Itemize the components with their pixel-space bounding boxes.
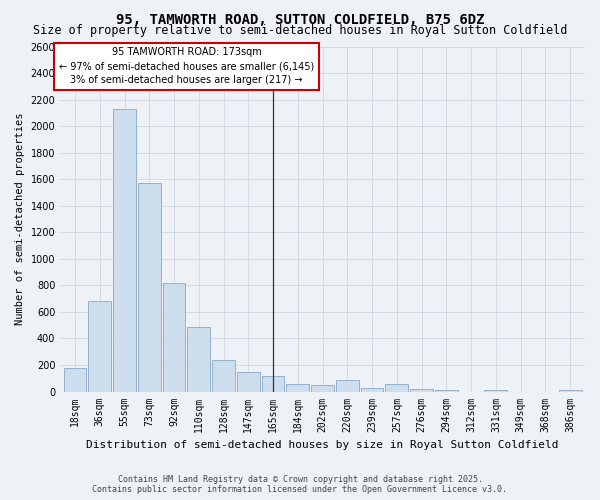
- Text: 95, TAMWORTH ROAD, SUTTON COLDFIELD, B75 6DZ: 95, TAMWORTH ROAD, SUTTON COLDFIELD, B75…: [116, 12, 484, 26]
- Bar: [410, 389, 433, 392]
- Bar: [361, 388, 383, 392]
- Bar: [88, 302, 111, 392]
- Bar: [262, 376, 284, 392]
- Bar: [435, 390, 458, 392]
- Y-axis label: Number of semi-detached properties: Number of semi-detached properties: [15, 113, 25, 326]
- Bar: [336, 380, 359, 392]
- Bar: [64, 368, 86, 392]
- Bar: [138, 183, 161, 392]
- Bar: [286, 384, 309, 392]
- Bar: [212, 360, 235, 392]
- X-axis label: Distribution of semi-detached houses by size in Royal Sutton Coldfield: Distribution of semi-detached houses by …: [86, 440, 559, 450]
- Bar: [163, 282, 185, 392]
- Text: Contains HM Land Registry data © Crown copyright and database right 2025.
Contai: Contains HM Land Registry data © Crown c…: [92, 474, 508, 494]
- Bar: [237, 372, 260, 392]
- Bar: [187, 326, 210, 392]
- Bar: [484, 390, 507, 392]
- Text: Size of property relative to semi-detached houses in Royal Sutton Coldfield: Size of property relative to semi-detach…: [33, 24, 567, 37]
- Bar: [385, 384, 408, 392]
- Bar: [559, 390, 581, 392]
- Bar: [113, 109, 136, 392]
- Bar: [311, 385, 334, 392]
- Text: 95 TAMWORTH ROAD: 173sqm
← 97% of semi-detached houses are smaller (6,145)
3% of: 95 TAMWORTH ROAD: 173sqm ← 97% of semi-d…: [59, 48, 314, 86]
